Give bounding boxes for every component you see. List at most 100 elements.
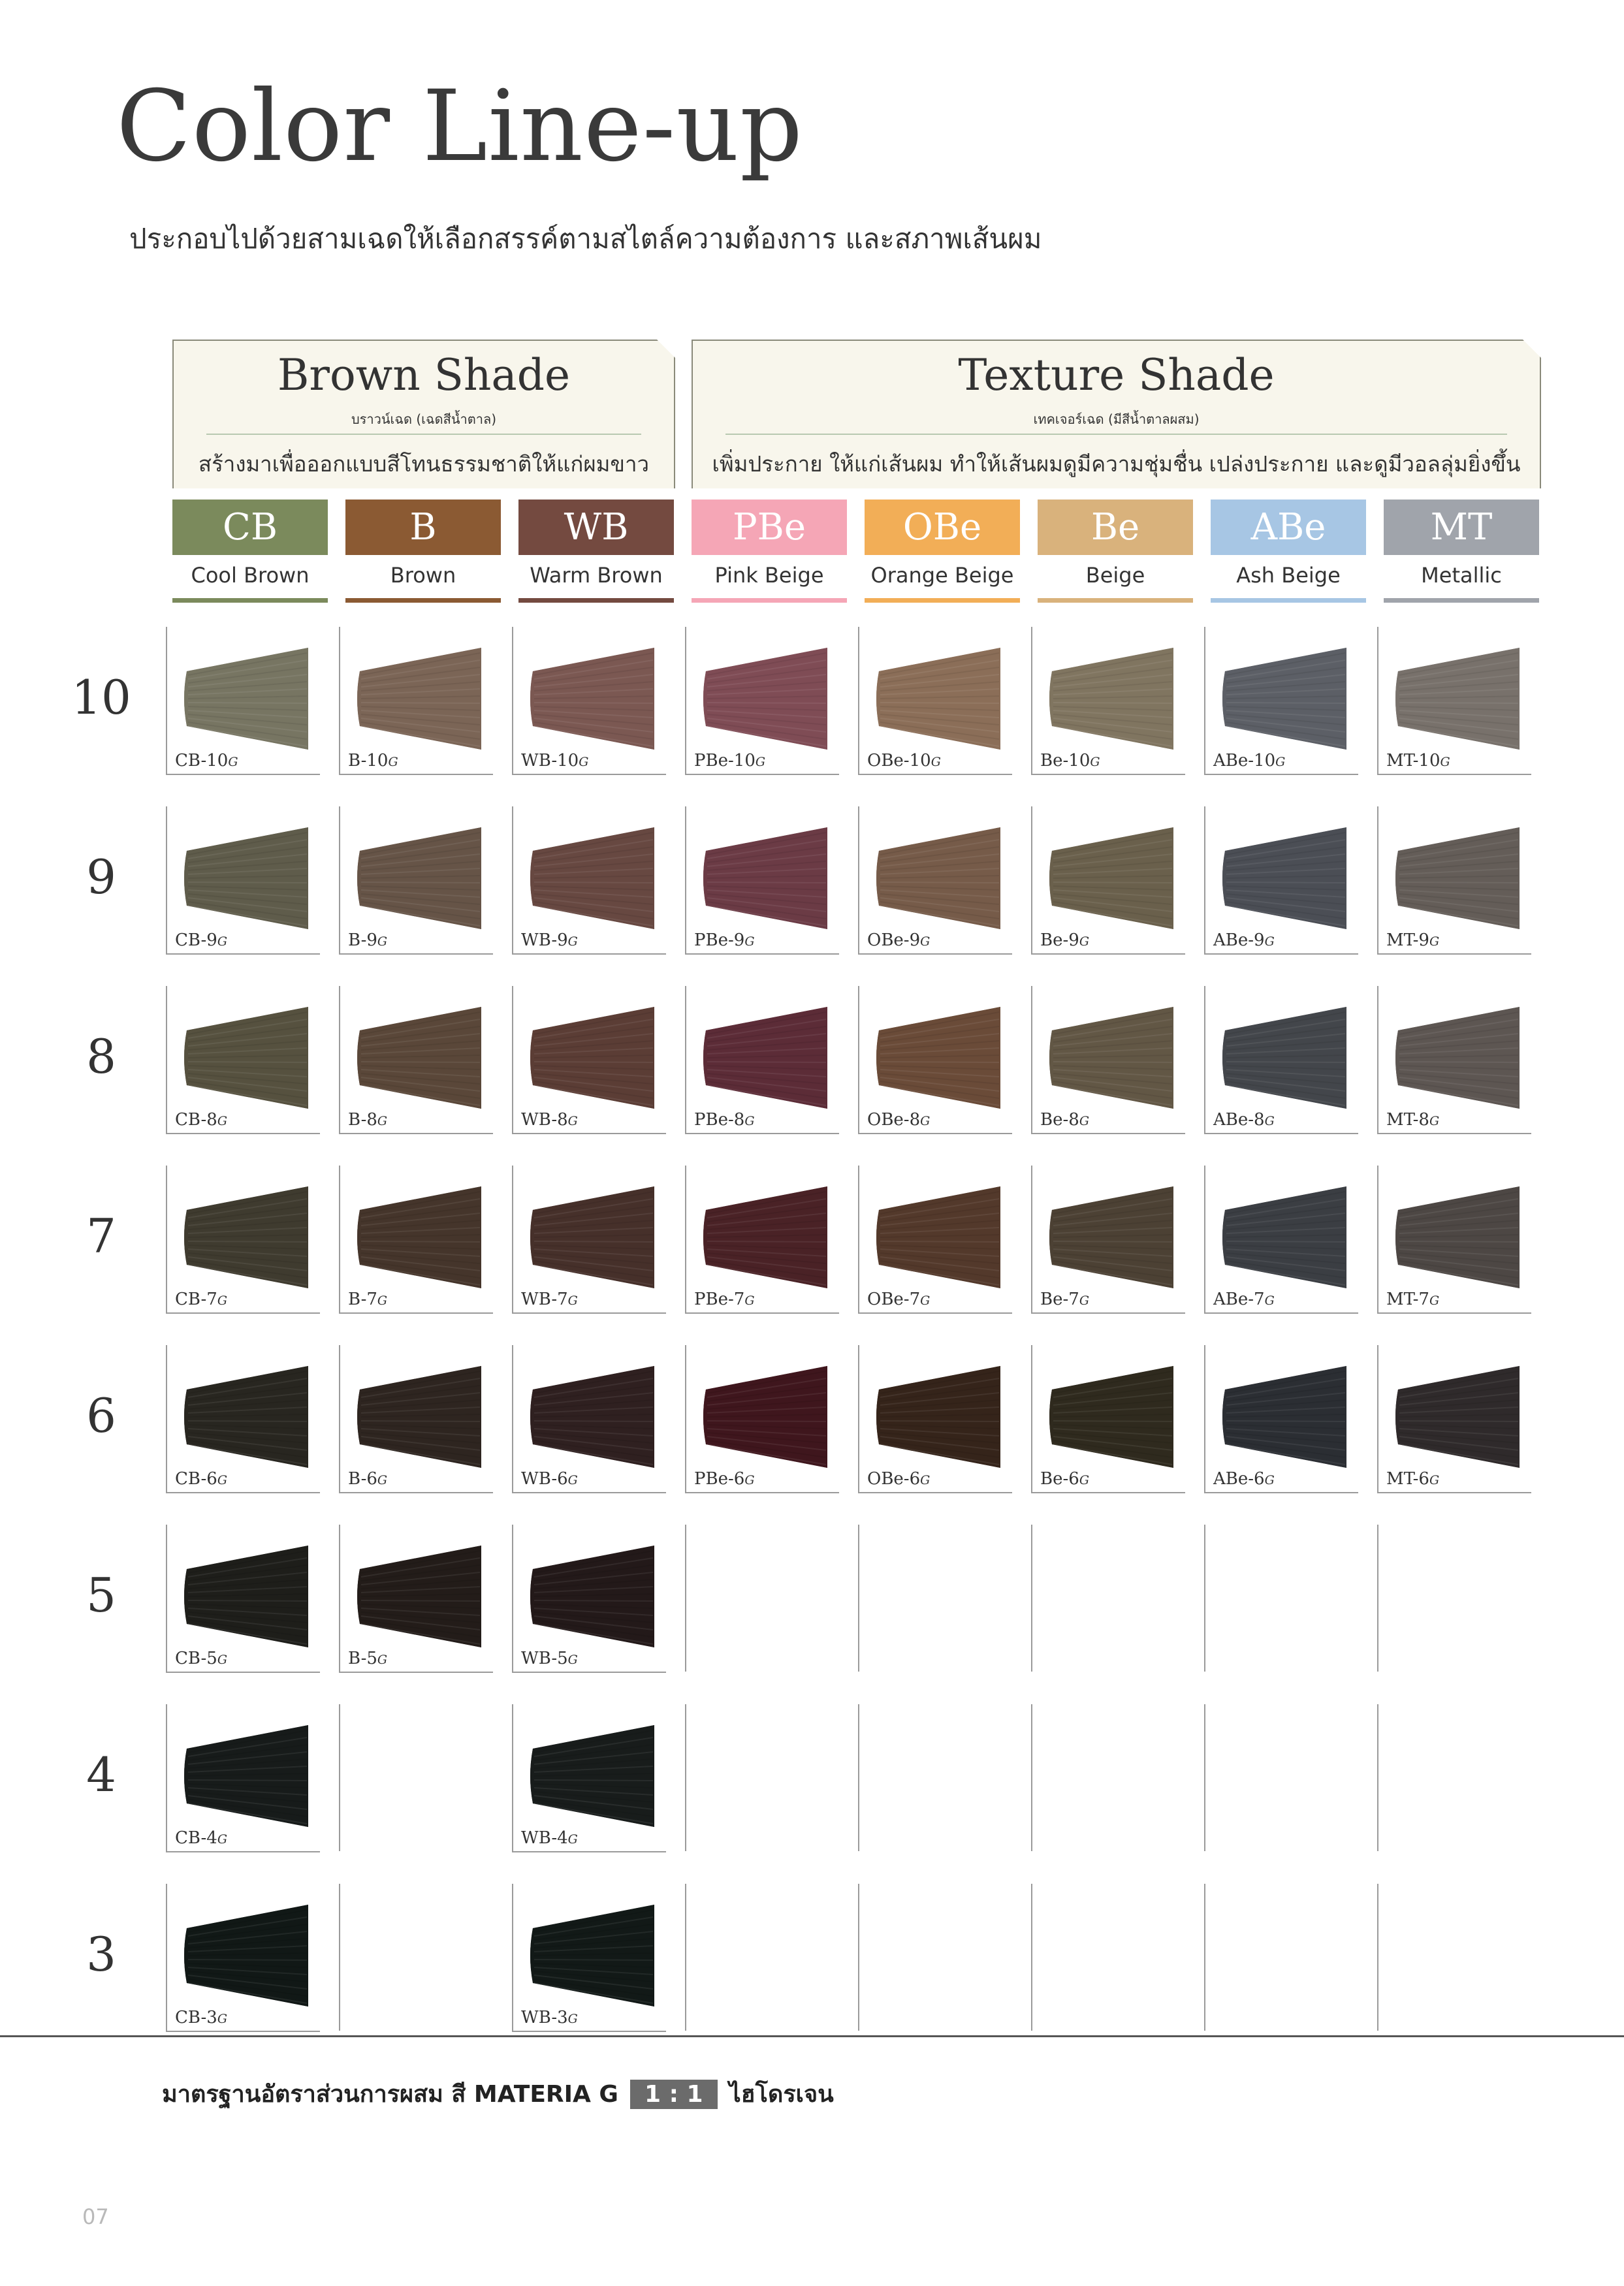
swatch-cell[interactable]: CB-10G (166, 627, 320, 775)
swatch-suffix: G (579, 755, 589, 769)
swatch-cell[interactable]: CB-9G (166, 806, 320, 955)
hair-swatch-icon (357, 1186, 481, 1288)
swatch-cell[interactable]: WB-3G (512, 1884, 666, 2032)
hair-swatch-icon (876, 648, 1000, 750)
swatch-cell[interactable]: Be-6G (1031, 1345, 1185, 1493)
swatch-suffix: G (931, 755, 941, 769)
hair-swatch-icon (876, 1366, 1000, 1468)
swatch-label: CB-10G (175, 751, 238, 770)
hair-swatch-icon (184, 1186, 308, 1288)
swatch-cell[interactable]: CB-7G (166, 1166, 320, 1314)
column-name-mt: Metallic (1421, 563, 1502, 588)
texture-shade-panel: Texture Shade เทคเจอร์เฉด (มีสีน้ำตาลผสม… (692, 340, 1541, 488)
swatch-cell[interactable]: B-8G (339, 986, 493, 1134)
hair-swatch-icon (876, 827, 1000, 929)
column-underline-b (345, 598, 501, 603)
swatch-suffix: G (744, 1473, 755, 1487)
brown-shade-panel: Brown Shade บราวน์เฉด (เฉดสีน้ำตาล) สร้า… (172, 340, 675, 488)
swatch-cell[interactable]: B-6G (339, 1345, 493, 1493)
swatch-label: CB-7G (175, 1290, 227, 1309)
swatch-cell[interactable]: MT-8G (1377, 986, 1531, 1134)
swatch-cell[interactable]: MT-6G (1377, 1345, 1531, 1493)
swatch-suffix: G (217, 1473, 227, 1487)
swatch-suffix: G (217, 1114, 227, 1128)
swatch-cell[interactable]: Be-8G (1031, 986, 1185, 1134)
swatch-cell[interactable]: MT-10G (1377, 627, 1531, 775)
swatch-cell[interactable]: OBe-10G (858, 627, 1012, 775)
swatch-suffix: G (388, 755, 398, 769)
texture-shade-subtitle: เทคเจอร์เฉด (มีสีน้ำตาลผสม) (1033, 411, 1200, 427)
swatch-cell[interactable]: PBe-9G (685, 806, 839, 955)
swatch-cell[interactable]: CB-5G (166, 1525, 320, 1673)
column-name-b: Brown (390, 563, 456, 588)
swatch-code: PBe-6 (694, 1469, 745, 1489)
swatch-cell[interactable]: PBe-8G (685, 986, 839, 1134)
swatch-cell[interactable]: WB-8G (512, 986, 666, 1134)
swatch-cell[interactable]: ABe-8G (1204, 986, 1358, 1134)
swatch-suffix: G (377, 934, 388, 949)
swatch-cell[interactable]: Be-7G (1031, 1166, 1185, 1314)
swatch-cell[interactable]: Be-9G (1031, 806, 1185, 955)
swatch-cell[interactable]: PBe-6G (685, 1345, 839, 1493)
hair-swatch-icon (1395, 1007, 1520, 1109)
swatch-cell[interactable]: CB-3G (166, 1884, 320, 2032)
swatch-code: WB-8 (521, 1110, 568, 1130)
column-name-cb: Cool Brown (191, 563, 310, 588)
swatch-code: CB-6 (175, 1469, 217, 1489)
column-underline-cb (172, 598, 328, 603)
empty-cell (1031, 1884, 1185, 2031)
swatch-label: MT-9G (1386, 930, 1439, 950)
swatch-cell[interactable]: ABe-10G (1204, 627, 1358, 775)
swatch-cell[interactable]: PBe-10G (685, 627, 839, 775)
swatch-cell[interactable]: OBe-8G (858, 986, 1012, 1134)
hair-swatch-icon (703, 1186, 827, 1288)
swatch-suffix: G (1079, 1294, 1090, 1308)
swatch-code: B-7 (348, 1290, 377, 1309)
column-underline-mt (1384, 598, 1539, 603)
swatch-suffix: G (217, 1653, 227, 1667)
level-number: 5 (86, 1568, 116, 1623)
swatch-cell[interactable]: WB-6G (512, 1345, 666, 1493)
swatch-cell[interactable]: B-5G (339, 1525, 493, 1673)
swatch-cell[interactable]: WB-10G (512, 627, 666, 775)
swatch-cell[interactable]: WB-5G (512, 1525, 666, 1673)
swatch-suffix: G (744, 1114, 755, 1128)
swatch-code: B-10 (348, 751, 389, 770)
swatch-cell[interactable]: WB-4G (512, 1704, 666, 1852)
page-title: Color Line-up (116, 70, 804, 183)
swatch-cell[interactable]: WB-7G (512, 1166, 666, 1314)
swatch-suffix: G (755, 755, 766, 769)
swatch-cell[interactable]: ABe-9G (1204, 806, 1358, 955)
swatch-code: WB-9 (521, 930, 568, 950)
swatch-cell[interactable]: CB-8G (166, 986, 320, 1134)
level-number: 10 (71, 670, 131, 725)
swatch-code: WB-10 (521, 751, 579, 770)
hair-swatch-icon (530, 648, 654, 750)
column-chip-wb: WB (518, 500, 674, 555)
mixing-ratio-badge: 1 : 1 (629, 2080, 718, 2109)
swatch-cell[interactable]: OBe-7G (858, 1166, 1012, 1314)
swatch-cell[interactable]: PBe-7G (685, 1166, 839, 1314)
swatch-cell[interactable]: ABe-7G (1204, 1166, 1358, 1314)
swatch-cell[interactable]: OBe-6G (858, 1345, 1012, 1493)
swatch-cell[interactable]: CB-4G (166, 1704, 320, 1852)
swatch-cell[interactable]: CB-6G (166, 1345, 320, 1493)
swatch-cell[interactable]: ABe-6G (1204, 1345, 1358, 1493)
brown-shade-title: Brown Shade (277, 350, 571, 400)
hair-swatch-icon (530, 1546, 654, 1647)
swatch-label: PBe-10G (694, 751, 765, 770)
swatch-code: CB-8 (175, 1110, 217, 1130)
swatch-cell[interactable]: Be-10G (1031, 627, 1185, 775)
swatch-cell[interactable]: OBe-9G (858, 806, 1012, 955)
swatch-cell[interactable]: B-10G (339, 627, 493, 775)
swatch-cell[interactable]: MT-7G (1377, 1166, 1531, 1314)
swatch-cell[interactable]: B-9G (339, 806, 493, 955)
swatch-suffix: G (1264, 1114, 1275, 1128)
swatch-cell[interactable]: B-7G (339, 1166, 493, 1314)
hair-swatch-icon (184, 1905, 308, 2007)
hair-swatch-icon (1049, 1186, 1173, 1288)
swatch-cell[interactable]: WB-9G (512, 806, 666, 955)
swatch-code: ABe-10 (1213, 751, 1276, 770)
hair-swatch-icon (1049, 1007, 1173, 1109)
swatch-cell[interactable]: MT-9G (1377, 806, 1531, 955)
